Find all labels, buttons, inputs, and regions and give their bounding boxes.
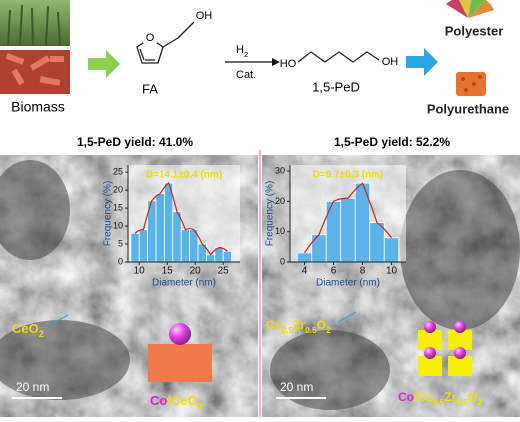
y-tick-label: 25 xyxy=(113,167,123,177)
y-axis-label: Frequency (%) xyxy=(265,181,276,247)
subscript: 0.5 xyxy=(281,325,293,335)
histogram: 4 6 8 10 0 10 20 30 D=6.7±0.3 (nm) Diameter (nm) F… xyxy=(265,165,406,289)
polyurethane-label: Polyurethane xyxy=(427,101,509,116)
x-tick-label: 15 xyxy=(162,266,174,277)
ped-structure xyxy=(297,51,380,63)
x-axis-label: Diameter (nm) xyxy=(152,278,216,289)
bar xyxy=(180,229,190,263)
bar xyxy=(172,211,182,263)
subscript: 2 xyxy=(477,397,482,407)
y-tick-label: 20 xyxy=(275,196,285,206)
biomass-label: Biomass xyxy=(11,99,65,115)
text-part: H xyxy=(236,44,244,56)
co-particles xyxy=(424,321,466,359)
bar xyxy=(340,197,356,263)
fit-curve xyxy=(303,182,392,254)
text-part: O xyxy=(317,318,326,332)
metal: Co xyxy=(398,390,414,404)
h2-label: H2 xyxy=(236,44,248,59)
arrow xyxy=(406,48,438,76)
support-label: CeO2 xyxy=(12,321,44,339)
scale-label: 20 nm xyxy=(280,380,313,394)
x-tick-label: 20 xyxy=(190,266,202,277)
histogram-title: D=14.1±0.4 (nm) xyxy=(146,170,222,181)
polyester-label: Polyester xyxy=(445,23,504,38)
cat-label: Cat. xyxy=(236,69,256,81)
x-tick-label: 10 xyxy=(134,266,146,277)
x-tick-label: 25 xyxy=(218,266,230,277)
ring-oxygen: O xyxy=(146,32,155,44)
subscript: 2 xyxy=(39,329,44,339)
ped-label: 1,5-PeD xyxy=(312,79,360,94)
bar xyxy=(311,234,327,263)
bar xyxy=(369,222,385,263)
cane-stalks xyxy=(7,4,61,47)
text-part: /CeO xyxy=(167,393,197,408)
bar xyxy=(163,182,174,263)
histogram: 10 15 20 25 0 5 10 15 20 25 D=14.1±0.4 (nm) Diamete… xyxy=(103,165,240,289)
bar xyxy=(325,200,342,263)
metal: Co xyxy=(150,393,167,408)
y-tick-label: 15 xyxy=(113,202,123,212)
catalyst-label: Co/Ce0.5Zr0.5O2 xyxy=(398,390,482,407)
text-part: O xyxy=(468,390,477,404)
cezr-support xyxy=(418,330,472,376)
o-bg xyxy=(143,33,157,43)
bar xyxy=(138,229,148,263)
text-part: Zr xyxy=(444,390,456,404)
bar xyxy=(205,254,216,263)
y-tick-label: 0 xyxy=(280,256,285,266)
y-tick-label: 0 xyxy=(118,256,123,266)
x-tick-label: 4 xyxy=(302,266,308,277)
polyurethane-icon xyxy=(456,72,486,96)
fit-curve xyxy=(134,181,228,256)
y-tick-label: 10 xyxy=(275,226,285,236)
subscript: 0.5 xyxy=(305,325,317,335)
fa-oh: OH xyxy=(196,10,213,22)
support-label: Ce0.5Zr0.5O2 xyxy=(266,318,331,335)
x-tick-label: 6 xyxy=(331,266,337,277)
arrow-head xyxy=(272,58,280,66)
histogram-title: D=6.7±0.3 (nm) xyxy=(313,170,384,181)
x-tick-label: 8 xyxy=(360,266,366,277)
subscript: 2 xyxy=(198,401,203,411)
bar xyxy=(383,237,400,263)
co-particle xyxy=(169,323,191,345)
scale-label: 20 nm xyxy=(16,380,49,394)
fa-structure xyxy=(136,21,195,64)
pellets xyxy=(5,53,64,86)
bar xyxy=(155,193,165,263)
subscript: 0.5 xyxy=(433,397,445,407)
text-part: CeO xyxy=(12,321,39,336)
y-axis-label: Frequency (%) xyxy=(103,181,114,247)
pointer xyxy=(47,314,69,327)
y-tick-label: 5 xyxy=(118,238,123,248)
y-tick-label: 30 xyxy=(275,165,285,175)
bar xyxy=(222,250,232,263)
pointer xyxy=(337,311,357,323)
y-tick-label: 10 xyxy=(113,220,123,230)
subscript: 2 xyxy=(244,50,248,59)
ped-ho: HO xyxy=(280,58,297,70)
bar xyxy=(130,232,140,263)
subscript: 2 xyxy=(326,325,331,335)
x-tick-label: 10 xyxy=(386,266,398,277)
subscript: 0.5 xyxy=(456,397,468,407)
bar xyxy=(296,252,313,263)
yield-label: 1,5-PeD yield: 41.0% xyxy=(77,135,193,149)
polyester-icon xyxy=(446,0,494,18)
yield-label: 1,5-PeD yield: 52.2% xyxy=(334,135,450,149)
text-part: /Ce xyxy=(414,390,433,404)
arrow xyxy=(88,50,120,78)
text-part: Zr xyxy=(293,318,305,332)
ped-oh: OH xyxy=(382,56,399,68)
ceo2-support xyxy=(148,344,212,382)
y-tick-label: 20 xyxy=(113,185,123,195)
x-axis-label: Diameter (nm) xyxy=(316,278,380,289)
text-part: Ce xyxy=(266,318,282,332)
fa-label: FA xyxy=(142,81,158,96)
catalyst-label: Co/CeO2 xyxy=(150,393,203,411)
particles xyxy=(0,160,520,410)
